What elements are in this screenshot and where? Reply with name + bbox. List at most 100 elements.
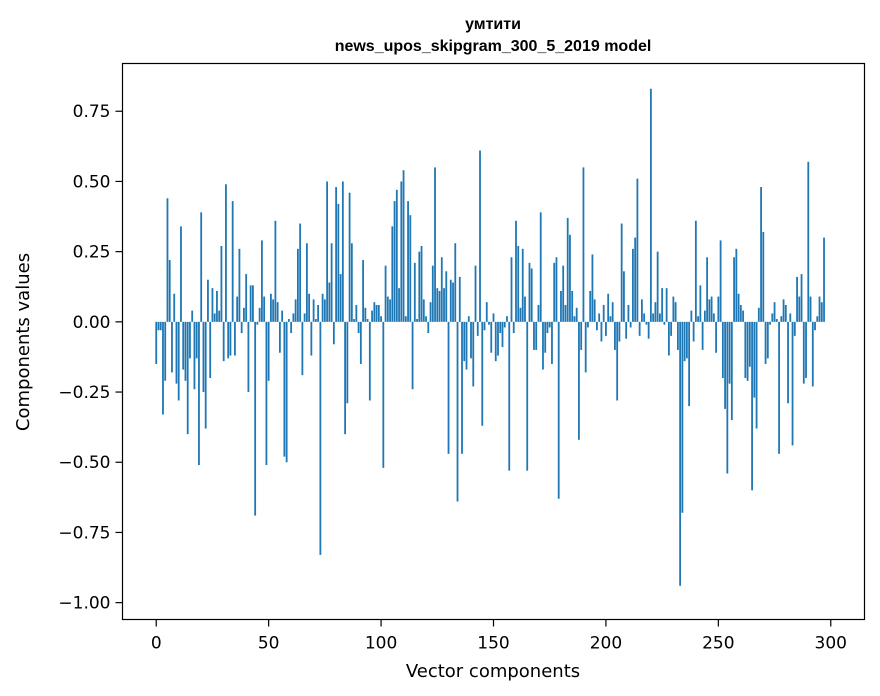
bar xyxy=(710,296,713,322)
bar xyxy=(620,223,623,322)
bar xyxy=(317,304,320,322)
bar xyxy=(649,88,652,322)
bar xyxy=(202,321,205,393)
bar xyxy=(436,288,439,322)
bar xyxy=(807,161,810,322)
bar xyxy=(760,187,762,322)
bar xyxy=(701,321,704,350)
bar xyxy=(587,321,589,328)
bar xyxy=(211,288,214,322)
bar xyxy=(508,321,511,471)
bar xyxy=(483,321,486,331)
bar xyxy=(445,271,448,322)
bar xyxy=(258,307,261,322)
bar xyxy=(517,246,520,322)
bar xyxy=(452,282,454,322)
bar xyxy=(186,321,189,435)
bar xyxy=(393,201,396,322)
bar xyxy=(629,321,632,328)
bar xyxy=(314,319,317,322)
bar xyxy=(683,321,686,362)
bar xyxy=(476,321,479,336)
bar xyxy=(735,248,738,322)
bar xyxy=(168,260,171,322)
bar xyxy=(703,310,706,322)
bar xyxy=(292,313,295,322)
bar xyxy=(733,257,735,322)
bar xyxy=(679,321,682,586)
bar xyxy=(461,321,463,454)
bar xyxy=(402,170,405,322)
bar xyxy=(708,299,711,322)
bar xyxy=(265,321,268,466)
bar xyxy=(616,321,619,401)
bar xyxy=(337,203,340,322)
bar xyxy=(191,310,194,322)
bar xyxy=(189,321,191,359)
y-tick-label: 0.25 xyxy=(73,243,111,263)
bar xyxy=(227,321,230,359)
x-axis-label: Vector components xyxy=(406,661,580,682)
bar xyxy=(553,262,556,322)
bar xyxy=(366,319,369,322)
bar xyxy=(582,167,585,322)
bar xyxy=(548,321,551,328)
bar xyxy=(712,313,715,322)
bar xyxy=(672,296,675,322)
bar xyxy=(243,307,245,322)
bar xyxy=(796,276,798,322)
bar xyxy=(391,226,394,322)
bar xyxy=(180,226,182,322)
bar xyxy=(339,274,342,322)
bar xyxy=(557,321,560,499)
bar xyxy=(389,299,391,322)
x-tick-label: 150 xyxy=(477,634,509,654)
bar xyxy=(200,212,203,322)
plot-area-frame xyxy=(121,62,866,621)
bar xyxy=(681,321,684,513)
bar xyxy=(398,288,400,322)
bar xyxy=(780,316,783,322)
bar xyxy=(497,321,499,356)
bar xyxy=(171,321,173,373)
bar xyxy=(443,288,445,322)
bar xyxy=(479,150,481,322)
bar xyxy=(641,299,643,322)
bar xyxy=(492,313,495,322)
bar xyxy=(533,321,535,350)
bar xyxy=(598,313,601,322)
bar xyxy=(207,279,209,322)
bar xyxy=(501,321,504,348)
bar xyxy=(323,299,326,322)
bar xyxy=(800,274,803,322)
bar xyxy=(225,184,227,322)
bar xyxy=(449,279,452,322)
bar xyxy=(739,304,742,322)
bar xyxy=(234,321,236,356)
bar xyxy=(589,290,592,322)
bar xyxy=(434,167,436,322)
bar xyxy=(252,285,254,322)
bar xyxy=(231,201,234,322)
bar xyxy=(643,313,646,322)
bar xyxy=(371,310,373,322)
bar xyxy=(625,321,628,339)
y-axis-label: Components values xyxy=(13,253,34,431)
bar xyxy=(299,223,302,322)
bar xyxy=(528,262,531,322)
bar xyxy=(546,321,549,334)
bar xyxy=(344,321,346,435)
bar xyxy=(654,302,657,322)
bar xyxy=(440,257,443,322)
bar xyxy=(692,321,695,342)
bar xyxy=(166,198,169,322)
bar xyxy=(510,257,513,322)
bar xyxy=(690,310,693,322)
bar xyxy=(382,321,385,468)
bar xyxy=(240,321,243,334)
bar xyxy=(757,307,760,322)
bar xyxy=(422,299,425,322)
y-tick-label: −0.25 xyxy=(58,383,110,403)
bar xyxy=(281,310,284,322)
bar xyxy=(305,243,308,322)
